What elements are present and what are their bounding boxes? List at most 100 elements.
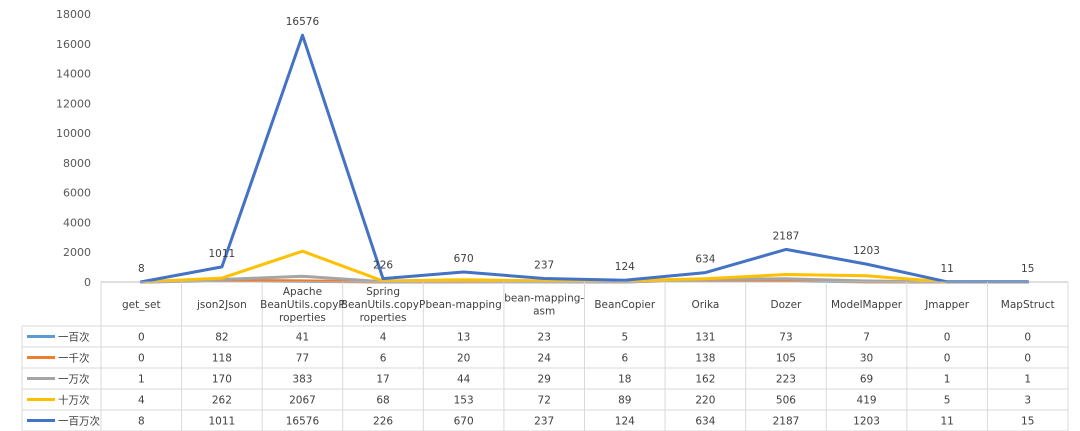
category-label: ModelMapper xyxy=(831,299,903,311)
data-label: 670 xyxy=(454,253,474,265)
table-cell: 0 xyxy=(944,353,951,365)
table-cell: 2067 xyxy=(289,395,316,407)
category-label: Orika xyxy=(691,299,719,311)
table-cell: 170 xyxy=(212,374,232,386)
table-cell: 1203 xyxy=(853,416,880,428)
table-cell: 29 xyxy=(538,374,551,386)
data-label: 11 xyxy=(940,263,953,275)
series-lines xyxy=(139,33,1030,284)
table-cell: 82 xyxy=(215,332,228,344)
series-line-4 xyxy=(139,33,1030,284)
table-cell: 419 xyxy=(857,395,877,407)
y-tick-label: 8000 xyxy=(63,157,91,170)
y-tick-label: 10000 xyxy=(56,127,91,140)
category-label: Jmapper xyxy=(924,299,970,311)
category-label: MapStruct xyxy=(1001,299,1055,311)
table-cell: 226 xyxy=(373,416,393,428)
table-cell: 16576 xyxy=(286,416,320,428)
table-cell: 5 xyxy=(944,395,951,407)
category-label: BeanUtils.copyP xyxy=(260,299,345,311)
y-tick-label: 12000 xyxy=(56,97,91,110)
category-label: json2Json xyxy=(196,299,247,311)
data-label: 2187 xyxy=(773,230,800,242)
table-cell: 20 xyxy=(457,353,470,365)
table-cell: 223 xyxy=(776,374,796,386)
table-cell: 670 xyxy=(454,416,474,428)
table-cell: 153 xyxy=(454,395,474,407)
table-cell: 0 xyxy=(138,332,145,344)
category-label: roperties xyxy=(360,312,407,324)
category-label: roperties xyxy=(279,312,326,324)
table-cell: 262 xyxy=(212,395,232,407)
series-name: 一千次 xyxy=(58,352,90,365)
table-cell: 24 xyxy=(538,353,552,365)
table-cell: 89 xyxy=(618,395,631,407)
category-label: Spring xyxy=(366,286,400,298)
table-cell: 69 xyxy=(860,374,873,386)
table-cell: 0 xyxy=(1024,332,1031,344)
table-cell: 2187 xyxy=(773,416,800,428)
table-cell: 0 xyxy=(944,332,951,344)
category-label: BeanUtils.copyP xyxy=(341,299,426,311)
table-cell: 105 xyxy=(776,353,796,365)
table-cell: 72 xyxy=(538,395,551,407)
category-label: Dozer xyxy=(771,299,802,311)
table-cell: 0 xyxy=(138,353,145,365)
table-cell: 506 xyxy=(776,395,796,407)
y-tick-label: 16000 xyxy=(56,38,91,51)
table-cell: 237 xyxy=(534,416,554,428)
table-cell: 118 xyxy=(212,353,232,365)
data-table: get_set json2JsonApacheBeanUtils.copyProp… xyxy=(21,281,1069,431)
table-cell: 15 xyxy=(1021,416,1034,428)
table-cell: 17 xyxy=(376,374,389,386)
table-cell: 77 xyxy=(296,353,309,365)
data-label: 16576 xyxy=(286,16,320,28)
category-label: BeanCopier xyxy=(594,299,656,311)
data-label: 226 xyxy=(373,260,393,272)
y-tick-label: 18000 xyxy=(56,8,91,21)
series-name: 十万次 xyxy=(58,394,90,407)
table-cell: 0 xyxy=(1024,353,1031,365)
data-labels: 8 1011 16576 226 670 237 124 634 2187 1203 11 15 xyxy=(138,16,1034,275)
category-label: bean-mapping xyxy=(426,299,502,311)
table-cell: 4 xyxy=(138,395,145,407)
series-name: 一百万次 xyxy=(58,415,100,428)
table-cell: 11 xyxy=(940,416,953,428)
data-label: 1011 xyxy=(209,248,236,260)
table-cell: 8 xyxy=(138,416,145,428)
series-name: 一万次 xyxy=(58,373,90,386)
y-tick-label: 4000 xyxy=(63,216,91,229)
y-tick-label: 14000 xyxy=(56,68,91,81)
y-axis: 0 2000 4000 6000 8000 10000 12000 14000 16000 180… xyxy=(56,8,91,289)
table-cell: 44 xyxy=(457,374,471,386)
series-name: 一百次 xyxy=(58,331,90,344)
table-cell: 6 xyxy=(380,353,387,365)
table-cell: 1011 xyxy=(209,416,236,428)
table-cell: 73 xyxy=(779,332,792,344)
table-cell: 7 xyxy=(863,332,870,344)
table-cell: 138 xyxy=(695,353,715,365)
table-cell: 220 xyxy=(695,395,715,407)
table-cell: 1 xyxy=(1024,374,1031,386)
y-tick-label: 0 xyxy=(84,276,91,289)
table-cell: 1 xyxy=(138,374,145,386)
table-cell: 5 xyxy=(621,332,628,344)
table-cell: 30 xyxy=(860,353,873,365)
data-label: 15 xyxy=(1021,263,1034,275)
data-label: 1203 xyxy=(853,245,880,257)
category-label: bean-mapping- xyxy=(504,293,584,305)
table-cell: 18 xyxy=(618,374,631,386)
category-label: Apache xyxy=(283,286,322,298)
table-cell: 3 xyxy=(1024,395,1031,407)
data-label: 634 xyxy=(695,254,715,266)
table-cell: 23 xyxy=(538,332,551,344)
table-cell: 41 xyxy=(296,332,309,344)
y-tick-label: 2000 xyxy=(63,246,91,259)
data-label: 124 xyxy=(615,261,635,273)
table-cell: 131 xyxy=(695,332,715,344)
table-cell: 1 xyxy=(944,374,951,386)
data-label: 237 xyxy=(534,259,554,271)
table-cell: 383 xyxy=(292,374,312,386)
table-cell: 634 xyxy=(695,416,715,428)
